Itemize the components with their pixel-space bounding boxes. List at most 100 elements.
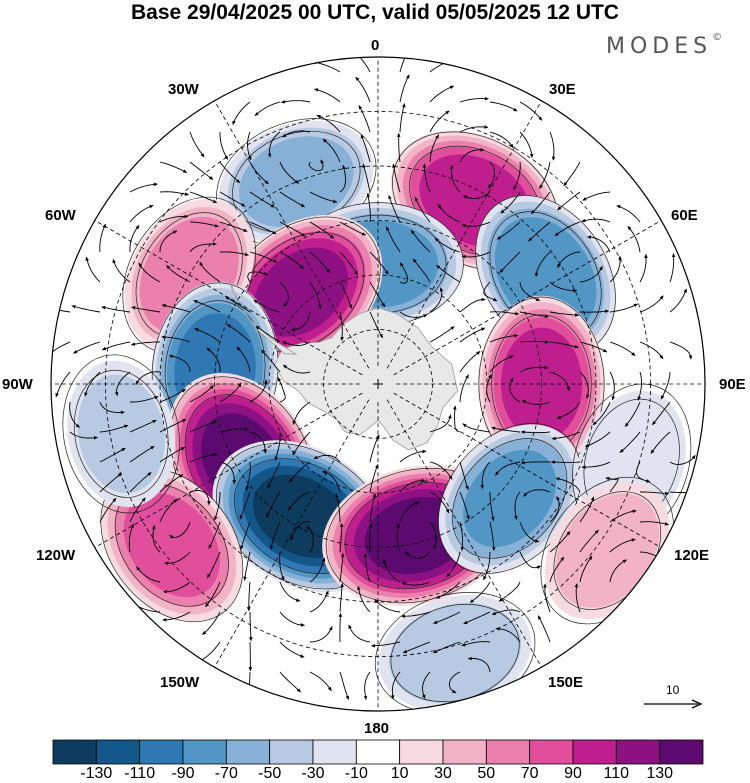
wind-streamline: [189, 221, 219, 228]
wind-streamline: [363, 553, 371, 583]
wind-streamline: [236, 346, 251, 373]
wind-streamline: [129, 204, 154, 223]
wind-streamline: [556, 401, 581, 419]
wind-streamline: [369, 251, 389, 275]
meridian-line: [386, 94, 546, 369]
wind-streamline: [71, 305, 101, 313]
wind-streamline: [189, 242, 217, 253]
wind-streamline: [194, 328, 221, 343]
meridian-line: [393, 392, 668, 552]
wind-streamline: [243, 551, 251, 581]
wind-streamline: [193, 300, 221, 313]
colorbar-tick-label: 30: [434, 765, 452, 782]
wind-streamline: [128, 523, 134, 553]
wind-streamline: [168, 354, 191, 373]
wind-streamline: [429, 461, 453, 480]
wind-streamline: [279, 551, 285, 581]
wind-streamline: [247, 581, 251, 612]
colorbar-segment: [312, 739, 357, 765]
wind-streamline: [282, 364, 311, 374]
lon-label-120w: 120W: [36, 547, 76, 564]
wind-streamline: [489, 101, 518, 112]
wind-streamline: [362, 163, 371, 193]
wind-streamline: [99, 497, 117, 523]
meridian-line: [210, 94, 370, 369]
wind-streamline: [579, 309, 610, 314]
wind-streamline: [491, 609, 521, 615]
colorbar-tick-label: 50: [477, 765, 496, 782]
wind-streamline: [339, 164, 346, 193]
wind-streamline: [528, 221, 551, 242]
wind-streamline: [463, 611, 491, 625]
wind-streamline: [254, 101, 281, 117]
wind-streamline: [164, 551, 191, 566]
wind-streamline: [355, 76, 371, 103]
wind-streamline: [219, 132, 228, 160]
wind-streamline: [360, 134, 371, 163]
wind-streamline: [84, 371, 101, 397]
wind-streamline: [245, 461, 251, 491]
wind-streamline: [401, 611, 431, 618]
wind-streamline: [280, 99, 311, 104]
wind-streamline: [366, 192, 371, 223]
wind-streamline: [609, 303, 638, 313]
wind-streamline: [435, 581, 461, 599]
anomaly-contour: [253, 247, 348, 337]
wind-streamline: [339, 251, 358, 276]
wind-streamline: [429, 521, 438, 550]
wind-streamline: [537, 615, 551, 643]
wind-streamline: [669, 253, 676, 283]
meridian-line: [386, 399, 546, 674]
wind-streamline: [459, 125, 489, 133]
wind-streamline: [309, 191, 338, 204]
wind-streamline: [159, 474, 184, 493]
wind-streamline: [73, 341, 101, 354]
wind-streamline: [429, 414, 452, 433]
wind-streamline: [549, 311, 580, 317]
lon-label-150w: 150W: [160, 674, 200, 691]
wind-streamline: [249, 379, 268, 403]
wind-streamline: [463, 191, 491, 199]
wind-streamline: [396, 523, 401, 553]
wind-streamline: [639, 341, 664, 360]
wind-streamline: [277, 377, 286, 403]
wind-streamline: [467, 656, 491, 673]
wind-streamline: [51, 341, 71, 358]
wind-streamline: [436, 264, 461, 283]
wind-streamline: [138, 262, 161, 283]
wind-streamline: [369, 463, 379, 493]
wind-streamline: [587, 235, 611, 253]
wind-streamline: [249, 221, 277, 235]
anomaly-cell: [374, 592, 536, 711]
wind-streamline: [290, 520, 311, 541]
wind-streamline: [114, 371, 131, 397]
wind-streamline: [513, 161, 521, 190]
wind-streamline: [279, 251, 304, 269]
anomaly-contour: [77, 374, 165, 494]
colorbar-tick-label: 110: [603, 765, 630, 782]
wind-streamline: [399, 262, 409, 284]
anomaly-contour: [123, 493, 220, 598]
wind-streamline: [131, 306, 161, 313]
wind-streamline: [459, 374, 469, 403]
wind-streamline: [161, 304, 191, 313]
wind-streamline: [509, 377, 521, 403]
wind-streamline: [335, 493, 341, 523]
wind-streamline: [240, 521, 251, 550]
wind-streamline: [279, 581, 301, 602]
wind-streamline: [219, 161, 241, 184]
meridian-line: [88, 392, 363, 552]
colorbar-segment: [52, 739, 97, 765]
wind-streamline: [151, 524, 161, 553]
wind-streamline: [581, 218, 611, 223]
wind-streamline: [650, 431, 671, 454]
colorbar-segment: [485, 739, 531, 765]
lon-label-0: 0: [371, 37, 380, 54]
lon-label-150e: 150E: [548, 674, 584, 691]
reference-vector-label: 10: [666, 683, 680, 697]
wind-streamline: [338, 612, 343, 643]
wind-streamline: [129, 445, 155, 463]
wind-streamline: [309, 671, 332, 692]
wind-streamline: [399, 501, 420, 523]
wind-streamline: [219, 251, 249, 257]
